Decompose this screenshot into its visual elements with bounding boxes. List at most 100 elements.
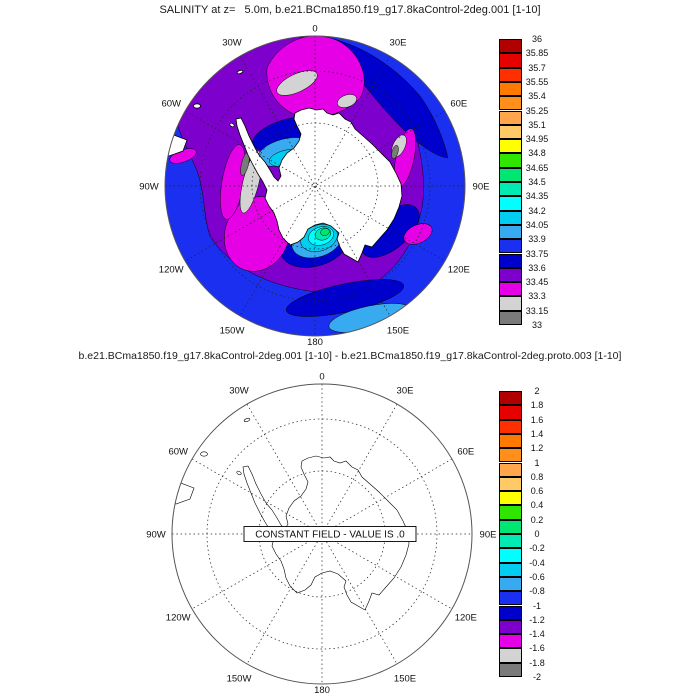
colorbar-tick-label: 1 bbox=[534, 457, 540, 468]
colorbar-tick-label: 34.65 bbox=[525, 162, 549, 173]
colorbar-tick-label: -1.4 bbox=[529, 629, 545, 640]
colorbar-tick-label: 34.35 bbox=[525, 191, 549, 202]
colorbar-box bbox=[499, 167, 522, 182]
colorbar-tick-label: 35.4 bbox=[528, 91, 546, 102]
south-georgia-islet bbox=[236, 69, 244, 75]
colorbar-tick-label: -1 bbox=[532, 600, 541, 611]
colorbar-tick-label: 33.15 bbox=[525, 305, 549, 316]
meridian-label-150W: 150W bbox=[227, 673, 252, 684]
colorbar-tick-label: -0.4 bbox=[529, 557, 545, 568]
meridian-label-150E: 150E bbox=[387, 325, 409, 336]
colorbar-box bbox=[499, 267, 522, 283]
tierra-del-fuego-islet bbox=[193, 103, 201, 109]
colorbar-tick-label: 33.9 bbox=[528, 234, 546, 245]
meridian-label-30E: 30E bbox=[397, 386, 414, 397]
colorbar-tick-label: -1.6 bbox=[529, 643, 545, 654]
colorbar-box bbox=[499, 462, 522, 477]
salinity-region-magenta-120e bbox=[403, 223, 433, 245]
salinity-field-layer bbox=[165, 36, 465, 336]
colorbar-box bbox=[499, 505, 522, 520]
meridian-label-90W: 90W bbox=[146, 530, 166, 541]
colorbar-box bbox=[499, 182, 522, 197]
colorbar-tick-label: -1.2 bbox=[529, 614, 545, 625]
top-plot-title: SALINITY at z= 5.0m, b.e21.BCma1850.f19_… bbox=[159, 4, 541, 16]
colorbar-box bbox=[499, 310, 522, 325]
colorbar-tick-label: 33 bbox=[531, 320, 542, 330]
salinity-colorbar: 36 35.85 35.7 35.55 35.4 35.25 35.1 34.95 34.8 34… bbox=[499, 34, 579, 330]
meridian-label-60E: 60E bbox=[450, 99, 467, 110]
colorbar-tick-label: 34.5 bbox=[528, 177, 546, 187]
bottom-plot-title: b.e21.BCma1850.f19_g17.8kaControl-2deg.0… bbox=[78, 350, 622, 362]
colorbar-box bbox=[499, 605, 522, 620]
colorbar-box bbox=[499, 210, 522, 225]
south-america-landmass bbox=[172, 475, 195, 505]
colorbar-box bbox=[499, 576, 522, 592]
colorbar-box bbox=[499, 519, 522, 534]
meridian-label-60W: 60W bbox=[161, 99, 181, 110]
colorbar-tick-label: 35.85 bbox=[525, 48, 549, 59]
colorbar-tick-label: -0.6 bbox=[529, 571, 545, 582]
colorbar-tick-label: 33.3 bbox=[528, 291, 546, 302]
colorbar-tick-label: 33.6 bbox=[528, 262, 546, 273]
colorbar-tick-label: -1.8 bbox=[529, 657, 545, 668]
difference-map: CONSTANT FIELD - VALUE IS .0 0 30E 60E 90E 1… bbox=[146, 372, 496, 697]
colorbar-tick-label: 36 bbox=[531, 34, 542, 44]
colorbar-tick-label: 0.2 bbox=[530, 514, 544, 525]
colorbar-box bbox=[499, 419, 522, 434]
colorbar-tick-label: -2 bbox=[532, 672, 541, 682]
meridian-label-180: 180 bbox=[314, 685, 330, 696]
colorbar-box bbox=[499, 662, 522, 677]
colorbar-box bbox=[499, 39, 522, 54]
colorbar-tick-label: 0.8 bbox=[530, 471, 544, 482]
map-boundary-circle bbox=[164, 35, 466, 337]
meridian-label-60E: 60E bbox=[457, 447, 474, 458]
colorbar-tick-label: 33.75 bbox=[525, 248, 549, 259]
colorbar-box bbox=[499, 81, 522, 97]
colorbar-box bbox=[499, 548, 522, 563]
colorbar-box bbox=[499, 433, 522, 449]
meridian-label-90W: 90W bbox=[139, 182, 159, 193]
difference-field-layer bbox=[172, 384, 472, 684]
colorbar-box bbox=[499, 491, 522, 506]
meridian-label-120W: 120W bbox=[166, 613, 191, 624]
salinity-region-gray-top1 bbox=[276, 70, 318, 96]
colorbar-box bbox=[499, 648, 522, 663]
colorbar-box bbox=[499, 224, 522, 240]
colorbar-box bbox=[499, 296, 522, 311]
constant-field-box bbox=[243, 526, 417, 542]
meridian-labels: 0 30E 60E 90E 120E 150E 180 150W 120W 90W 60W 30W bbox=[139, 24, 489, 349]
colorbar-box bbox=[499, 110, 522, 125]
meridian-label-150W: 150W bbox=[220, 325, 245, 336]
difference-colorbar: 2 1.8 1.6 1.4 1.2 1 0.8 0.6 0.4 0.2 0 -0.2 -0.4 -0.6 -… bbox=[499, 386, 579, 682]
colorbar-box bbox=[499, 124, 522, 140]
colorbar-box bbox=[499, 139, 522, 154]
colorbar-box bbox=[499, 562, 522, 577]
tierra-del-fuego-islet bbox=[200, 451, 208, 457]
colorbar-tick-label: 0 bbox=[534, 529, 540, 539]
colorbar-box bbox=[499, 476, 522, 492]
meridian-label-30E: 30E bbox=[390, 38, 407, 49]
colorbar-box bbox=[499, 591, 522, 606]
meridian-label-90E: 90E bbox=[473, 182, 490, 193]
south-georgia-islet bbox=[243, 418, 251, 422]
colorbar-box bbox=[499, 253, 522, 268]
colorbar-tick-label: 1.2 bbox=[530, 443, 544, 454]
colorbar-box bbox=[499, 153, 522, 168]
colorbar-tick-label: 2 bbox=[534, 386, 540, 396]
meridian-label-150E: 150E bbox=[394, 673, 416, 684]
meridian-label-90E: 90E bbox=[480, 530, 497, 541]
colorbar-box bbox=[499, 196, 522, 211]
colorbar-tick-label: 33.45 bbox=[525, 277, 549, 288]
colorbar-tick-label: 34.8 bbox=[528, 148, 546, 159]
meridian-labels: 0 30E 60E 90E 120E 150E 180 150W 120W 90W 60W 30W bbox=[146, 372, 496, 697]
salinity-region-darkgray-eastcoast bbox=[391, 144, 399, 160]
colorbar-tick-label: 1.4 bbox=[530, 428, 544, 439]
constant-field-text: CONSTANT FIELD - VALUE IS .0 bbox=[255, 530, 405, 541]
colorbar-box bbox=[499, 619, 522, 635]
colorbar-tick-label: -0.8 bbox=[529, 586, 545, 597]
colorbar-tick-label: 1.6 bbox=[530, 414, 544, 425]
salinity-map: 0 30E 60E 90E 120E 150E 180 150W 120W 90W 60W 30W bbox=[139, 24, 489, 349]
meridian-label-120E: 120E bbox=[448, 265, 470, 276]
meridian-label-0: 0 bbox=[319, 372, 324, 383]
